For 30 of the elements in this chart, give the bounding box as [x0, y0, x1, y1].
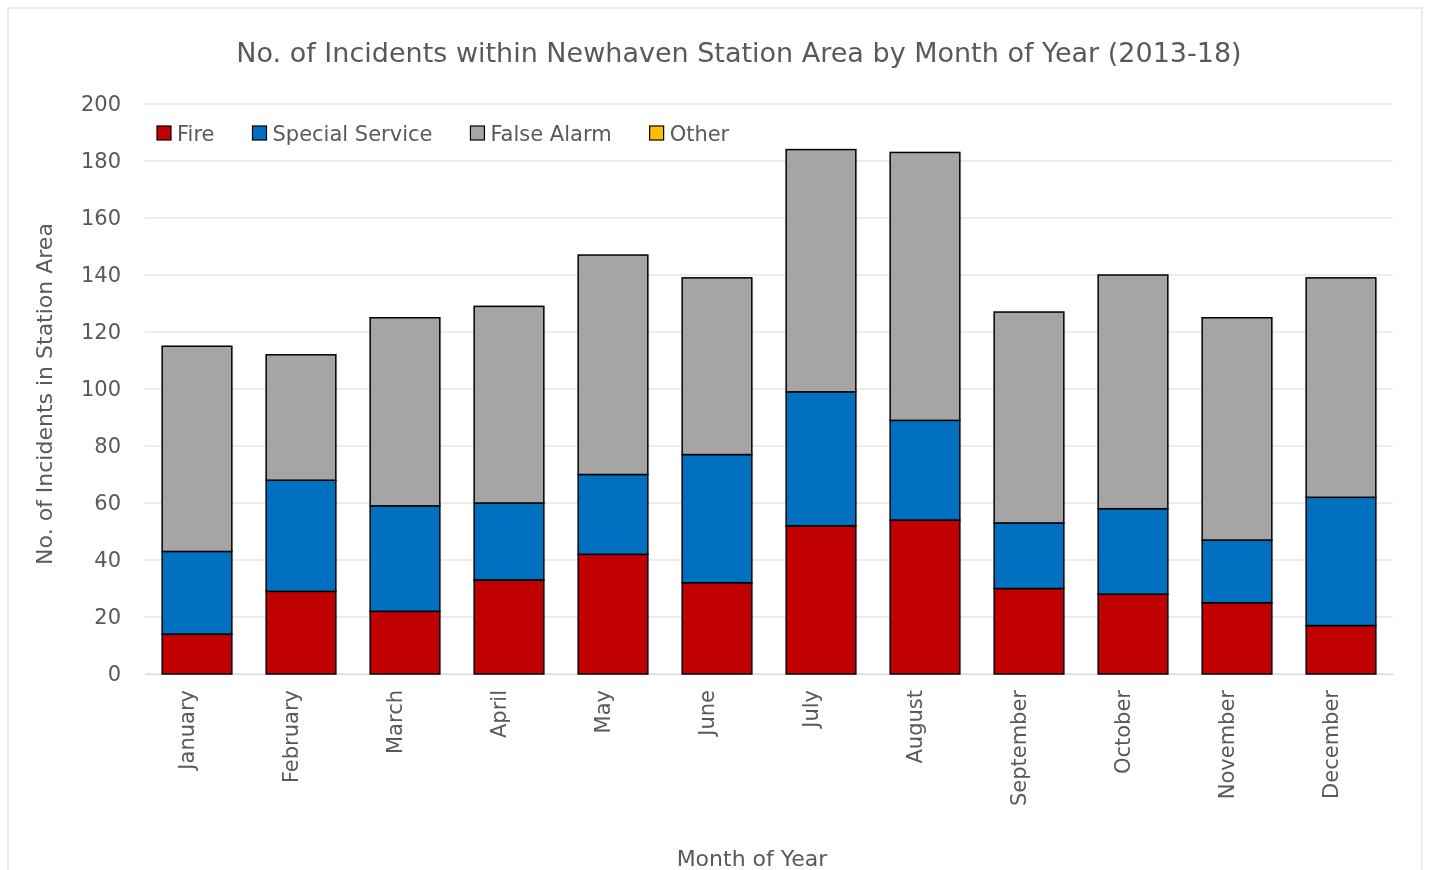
y-tick-label: 200: [80, 92, 121, 117]
x-tick-label: April: [486, 690, 511, 738]
legend-label: Other: [669, 122, 730, 146]
x-tick-label: January: [174, 690, 199, 772]
x-tick-label: May: [590, 690, 615, 734]
legend-label: Special Service: [272, 122, 433, 146]
x-axis-title: Month of Year: [676, 846, 829, 870]
x-tick-label: February: [278, 690, 303, 784]
x-tick-label: September: [1006, 689, 1031, 807]
x-tick-label: October: [1110, 689, 1135, 775]
y-tick-label: 100: [80, 377, 121, 402]
x-tick-label: August: [902, 690, 927, 764]
x-tick-label: November: [1214, 689, 1239, 800]
y-tick-label: 140: [80, 263, 121, 288]
x-tick-label: July: [798, 690, 823, 730]
legend-label: Fire: [177, 122, 215, 146]
chart-title: No. of Incidents within Newhaven Station Area by Month of Year (2013-18): [236, 37, 1242, 68]
y-tick-label: 40: [94, 548, 121, 573]
y-tick-label: 120: [80, 320, 121, 345]
y-tick-label: 160: [80, 206, 121, 231]
x-tick-label: June: [694, 690, 719, 738]
y-tick-label: 0: [107, 662, 121, 687]
y-tick-label: 80: [94, 434, 121, 459]
x-tick-label: December: [1318, 689, 1343, 799]
x-tick-label: March: [382, 690, 407, 755]
y-tick-label: 180: [80, 149, 121, 174]
legend-label: False Alarm: [490, 122, 612, 146]
y-axis-title: No. of Incidents in Station Area: [32, 223, 57, 565]
y-tick-label: 20: [94, 605, 121, 630]
y-tick-label: 60: [94, 491, 121, 516]
